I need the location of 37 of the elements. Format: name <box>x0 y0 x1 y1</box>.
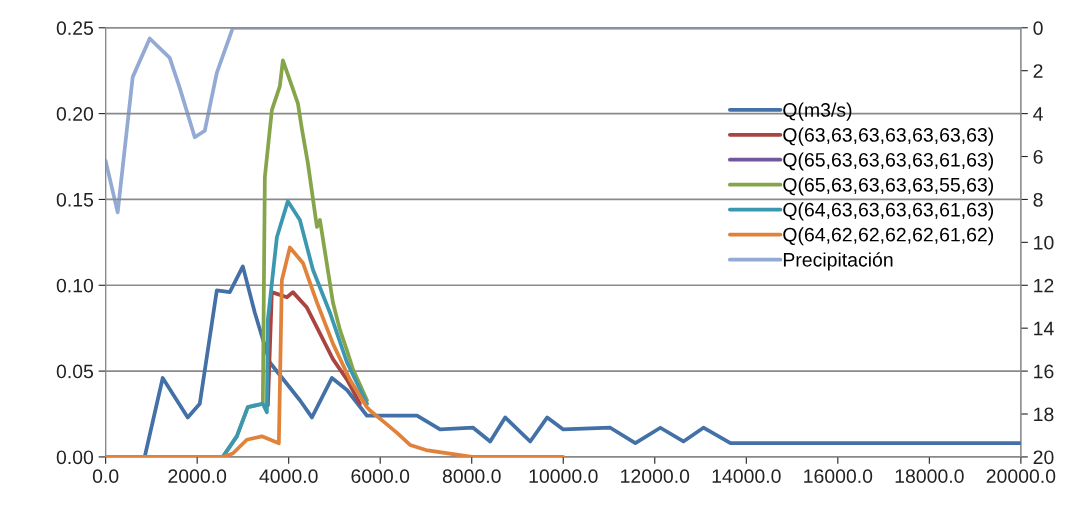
x-tick-label: 2000.0 <box>168 469 227 484</box>
y2-tick-label: 20 <box>1033 450 1054 465</box>
y-tick-label: 0.15 <box>56 192 94 207</box>
y2-tick-label: 2 <box>1033 64 1043 78</box>
x-tick-label: 0.0 <box>92 469 119 484</box>
y2-tick-label: 6 <box>1033 149 1043 164</box>
y-tick-label: 0.00 <box>56 450 94 465</box>
y2-tick-label: 18 <box>1034 407 1054 422</box>
legend-label: Q(65,63,63,63,63,55,63) <box>783 177 994 196</box>
x-tick-label: 16000.0 <box>804 469 873 484</box>
x-tick-label: 18000.0 <box>895 469 964 484</box>
y2-tick-label: 8 <box>1033 192 1043 207</box>
y-tick-label: 0.20 <box>56 107 94 121</box>
y-tick-label: 0.05 <box>56 364 94 379</box>
legend-label: Q(m3/s) <box>783 102 852 121</box>
y2-tick-label: 0 <box>1033 21 1043 36</box>
y2-tick-label: 4 <box>1033 107 1043 121</box>
line-series <box>220 199 369 457</box>
x-tick-label: 6000.0 <box>351 469 410 484</box>
x-tick-label: 20000.0 <box>986 469 1056 484</box>
line-series <box>105 245 566 457</box>
x-tick-label: 12000.0 <box>621 469 690 484</box>
x-tick-label: 14000.0 <box>712 469 781 484</box>
legend-label: Q(63,63,63,63,63,63,63) <box>783 127 994 146</box>
y-tick-label: 0.25 <box>56 21 94 36</box>
legend-label: Precipitación <box>783 252 893 271</box>
x-tick-label: 4000.0 <box>259 469 318 484</box>
y-tick-label: 0.10 <box>56 278 94 293</box>
x-tick-label: 10000.0 <box>529 469 598 484</box>
x-tick-label: 8000.0 <box>442 469 501 484</box>
y2-tick-label: 12 <box>1034 278 1054 293</box>
legend-label: Q(65,63,63,63,63,61,63) <box>783 152 994 171</box>
legend-label: Q(64,63,63,63,63,61,63) <box>783 202 994 221</box>
y2-tick-label: 16 <box>1034 364 1054 379</box>
y2-tick-label: 10 <box>1034 235 1054 250</box>
legend-label: Q(64,62,62,62,62,61,62) <box>783 227 994 246</box>
y2-tick-label: 14 <box>1034 321 1054 336</box>
